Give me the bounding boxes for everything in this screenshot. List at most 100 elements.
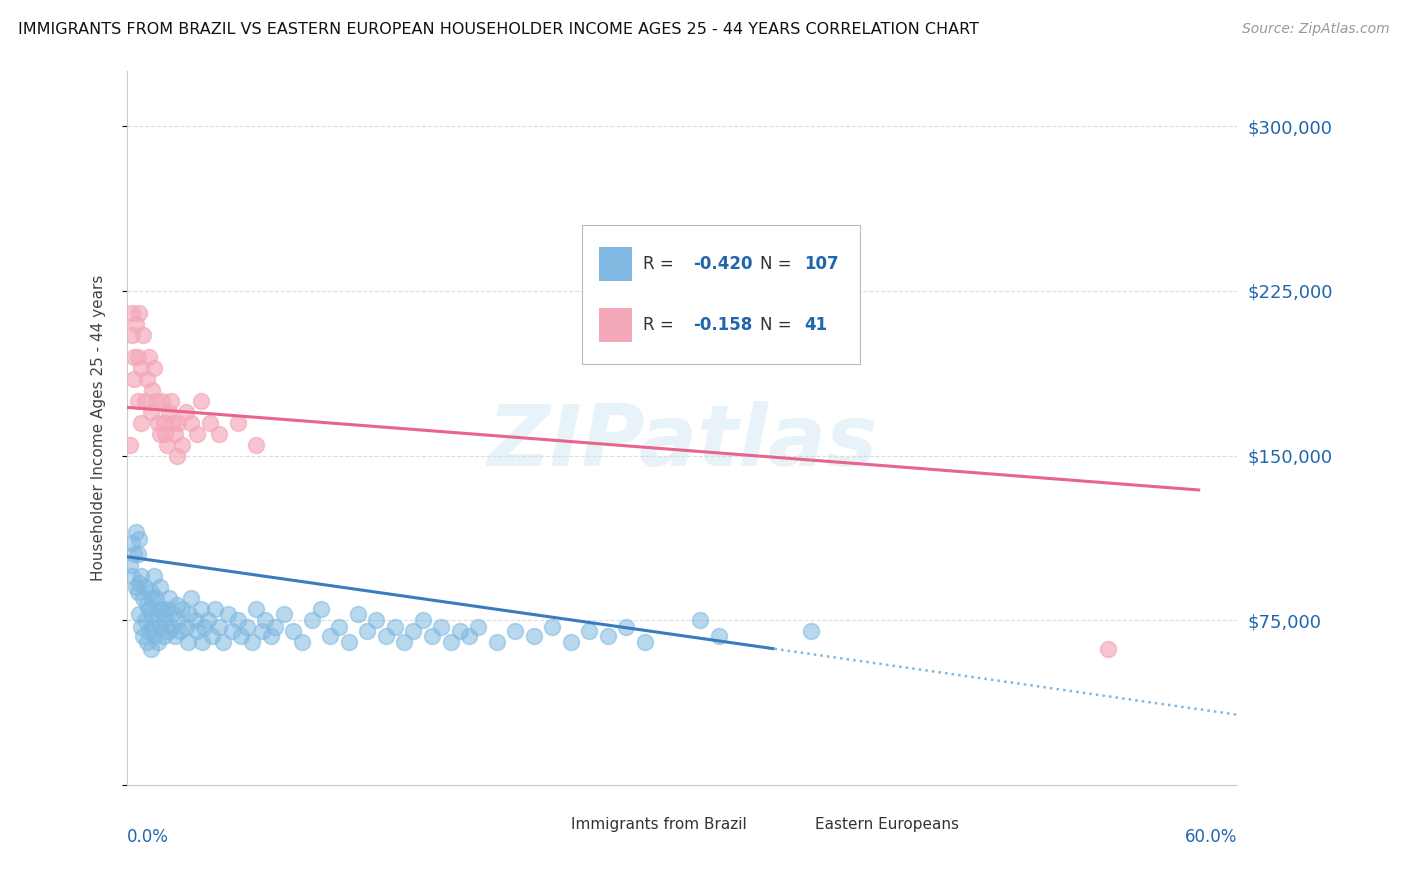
Point: [180, 416, 202, 430]
Point: [250, 624, 273, 639]
Point: [132, 629, 155, 643]
Point: [150, 602, 173, 616]
Point: [125, 580, 148, 594]
Point: [186, 624, 208, 639]
Point: [167, 416, 190, 430]
Point: [273, 607, 295, 621]
Point: [176, 635, 198, 649]
Point: [125, 317, 148, 331]
Point: [162, 416, 184, 430]
Point: [156, 602, 179, 616]
Point: [127, 548, 149, 562]
Point: [125, 525, 148, 540]
FancyBboxPatch shape: [770, 810, 804, 838]
Point: [394, 635, 416, 649]
Point: [150, 393, 173, 408]
Point: [121, 327, 143, 342]
Text: Immigrants from Brazil: Immigrants from Brazil: [571, 817, 747, 831]
Point: [260, 629, 283, 643]
Point: [145, 613, 167, 627]
Point: [221, 624, 243, 639]
Point: [226, 613, 249, 627]
Point: [152, 416, 174, 430]
Point: [143, 569, 166, 583]
Point: [291, 635, 314, 649]
Point: [122, 548, 145, 562]
Point: [127, 393, 149, 408]
Point: [236, 620, 259, 634]
Point: [190, 602, 212, 616]
Point: [420, 629, 443, 643]
Point: [208, 426, 231, 441]
Point: [242, 635, 264, 649]
Point: [139, 607, 162, 621]
Text: R =: R =: [643, 316, 679, 334]
FancyBboxPatch shape: [599, 308, 631, 342]
Point: [174, 405, 197, 419]
Point: [146, 635, 169, 649]
Point: [141, 620, 163, 634]
Point: [157, 591, 180, 606]
Point: [180, 591, 202, 606]
Text: 41: 41: [804, 316, 827, 334]
Point: [503, 624, 526, 639]
Point: [128, 532, 150, 546]
Point: [138, 602, 160, 616]
Point: [152, 607, 174, 621]
Point: [134, 613, 156, 627]
Point: [138, 350, 160, 364]
Point: [263, 620, 285, 634]
Point: [193, 620, 215, 634]
Point: [160, 393, 183, 408]
Point: [146, 602, 169, 616]
Point: [328, 620, 350, 634]
Point: [157, 405, 180, 419]
Point: [204, 602, 226, 616]
Point: [689, 613, 711, 627]
Point: [155, 426, 177, 441]
Point: [122, 350, 145, 364]
Point: [402, 624, 425, 639]
Point: [134, 393, 156, 408]
Text: IMMIGRANTS FROM BRAZIL VS EASTERN EUROPEAN HOUSEHOLDER INCOME AGES 25 - 44 YEARS: IMMIGRANTS FROM BRAZIL VS EASTERN EUROPE…: [18, 22, 979, 37]
Point: [485, 635, 508, 649]
Point: [578, 624, 600, 639]
Point: [121, 306, 143, 320]
Point: [120, 558, 142, 573]
Point: [245, 437, 267, 451]
Point: [141, 383, 163, 397]
Point: [120, 437, 142, 451]
Point: [467, 620, 489, 634]
Point: [356, 624, 378, 639]
Point: [128, 607, 150, 621]
Point: [160, 620, 183, 634]
Point: [347, 607, 370, 621]
Point: [1097, 641, 1119, 656]
Point: [301, 613, 323, 627]
Point: [179, 607, 201, 621]
Point: [596, 629, 619, 643]
Point: [156, 437, 179, 451]
Point: [254, 613, 277, 627]
Point: [560, 635, 582, 649]
Point: [541, 620, 564, 634]
Point: [135, 372, 157, 386]
Point: [211, 635, 233, 649]
Point: [122, 372, 145, 386]
Point: [132, 591, 155, 606]
Point: [458, 629, 481, 643]
Text: N =: N =: [759, 255, 797, 273]
Point: [172, 602, 194, 616]
Text: 0.0%: 0.0%: [127, 828, 169, 846]
Point: [155, 613, 177, 627]
Point: [186, 426, 208, 441]
Point: [707, 629, 730, 643]
Point: [135, 635, 157, 649]
Point: [172, 437, 194, 451]
Point: [139, 405, 162, 419]
Point: [143, 629, 166, 643]
Text: Source: ZipAtlas.com: Source: ZipAtlas.com: [1241, 22, 1389, 37]
Point: [384, 620, 406, 634]
Point: [166, 449, 188, 463]
Text: R =: R =: [643, 255, 679, 273]
